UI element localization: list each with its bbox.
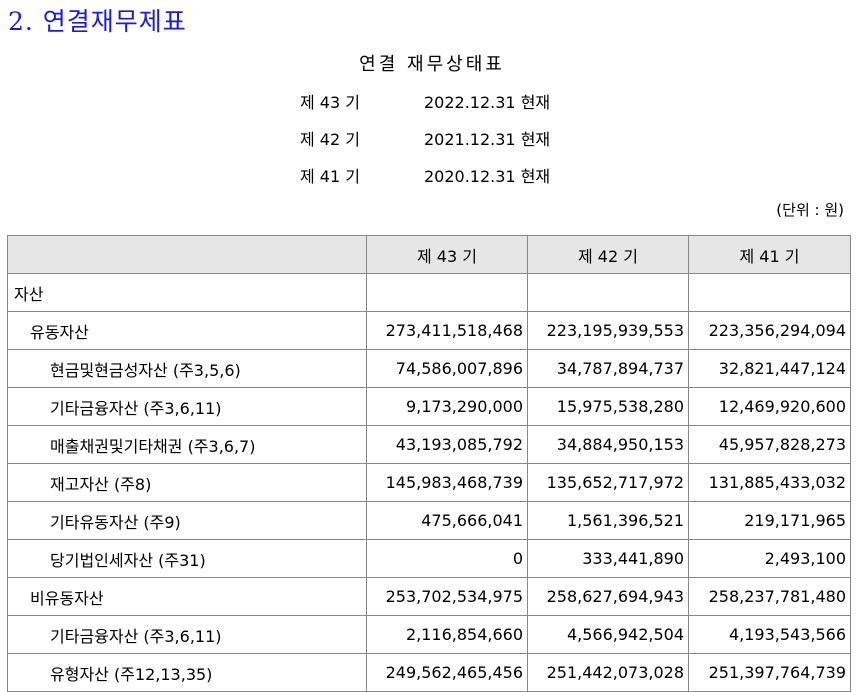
amount-cell: 251,397,764,739 (688, 653, 851, 692)
amount-cell: 145,983,468,739 (366, 463, 528, 502)
amount-cell: 251,442,073,028 (527, 653, 689, 692)
statement-title: 연결 재무상태표 (359, 54, 505, 75)
amount-cell (366, 273, 528, 312)
period-date: 2021.12.31 현재 (424, 130, 551, 149)
amount-cell: 4,566,942,504 (527, 615, 689, 654)
column-header-42: 제 42 기 (527, 235, 689, 274)
amount-cell: 9,173,290,000 (366, 387, 528, 426)
amount-cell: 1,561,396,521 (527, 501, 689, 540)
unit-label: (단위 : 원) (776, 201, 844, 219)
amount-cell: 258,627,694,943 (527, 577, 689, 616)
account-name: 자산 (7, 273, 367, 312)
amount-cell: 4,193,543,566 (688, 615, 851, 654)
table-header-row: 제 43 기 제 42 기 제 41 기 (7, 235, 851, 274)
period-label: 제 42 기 (300, 130, 360, 149)
amount-cell: 34,884,950,153 (527, 425, 689, 464)
amount-cell: 219,171,965 (688, 501, 851, 540)
table-row: 당기법인세자산 (주31) 0 333,441,890 2,493,100 (7, 539, 851, 578)
column-header-43: 제 43 기 (366, 235, 528, 274)
table-body: 자산 유동자산 273,411,518,468 223,195,939,553 223,… (7, 273, 851, 692)
account-name: 비유동자산 (7, 577, 367, 616)
amount-cell: 74,586,007,896 (366, 349, 528, 388)
account-name: 유형자산 (주12,13,35) (7, 653, 367, 692)
amount-cell: 43,193,085,792 (366, 425, 528, 464)
account-name: 매출채권및기타채권 (주3,6,7) (7, 425, 367, 464)
amount-cell: 249,562,465,456 (366, 653, 528, 692)
table-row: 기타유동자산 (주9) 475,666,041 1,561,396,521 219,1… (7, 501, 851, 540)
amount-cell: 333,441,890 (527, 539, 689, 578)
account-name: 기타금융자산 (주3,6,11) (7, 615, 367, 654)
amount-cell: 12,469,920,600 (688, 387, 851, 426)
period-line-43: 제 43 기 2022.12.31 현재 (300, 89, 550, 113)
amount-cell: 0 (366, 539, 528, 578)
period-line-41: 제 41 기 2020.12.31 현재 (300, 163, 550, 187)
account-name: 기타금융자산 (주3,6,11) (7, 387, 367, 426)
amount-cell: 15,975,538,280 (527, 387, 689, 426)
table-row: 기타금융자산 (주3,6,11) 2,116,854,660 4,566,942,5… (7, 615, 851, 654)
amount-cell: 273,411,518,468 (366, 311, 528, 350)
table-row: 재고자산 (주8) 145,983,468,739 135,652,717,972 1… (7, 463, 851, 502)
period-line-42: 제 42 기 2021.12.31 현재 (300, 126, 550, 150)
table-row: 기타금융자산 (주3,6,11) 9,173,290,000 15,975,538,… (7, 387, 851, 426)
table-row: 비유동자산 253,702,534,975 258,627,694,943 258,2… (7, 577, 851, 616)
amount-cell: 258,237,781,480 (688, 577, 851, 616)
amount-cell: 253,702,534,975 (366, 577, 528, 616)
account-name: 유동자산 (7, 311, 367, 350)
column-header-41: 제 41 기 (688, 235, 851, 274)
account-name: 재고자산 (주8) (7, 463, 367, 502)
table-row: 현금및현금성자산 (주3,5,6) 74,586,007,896 34,787,89… (7, 349, 851, 388)
amount-cell: 475,666,041 (366, 501, 528, 540)
amount-cell (527, 273, 689, 312)
period-date: 2020.12.31 현재 (424, 167, 551, 186)
amount-cell: 2,116,854,660 (366, 615, 528, 654)
table-row: 유동자산 273,411,518,468 223,195,939,553 223,35… (7, 311, 851, 350)
amount-cell: 34,787,894,737 (527, 349, 689, 388)
amount-cell: 45,957,828,273 (688, 425, 851, 464)
period-date: 2022.12.31 현재 (424, 93, 551, 112)
amount-cell: 32,821,447,124 (688, 349, 851, 388)
table-row: 유형자산 (주12,13,35) 249,562,465,456 251,442,0… (7, 653, 851, 692)
amount-cell: 131,885,433,032 (688, 463, 851, 502)
account-name: 기타유동자산 (주9) (7, 501, 367, 540)
account-name: 현금및현금성자산 (주3,5,6) (7, 349, 367, 388)
amount-cell: 135,652,717,972 (527, 463, 689, 502)
table-row: 매출채권및기타채권 (주3,6,7) 43,193,085,792 34,884,9… (7, 425, 851, 464)
amount-cell (688, 273, 851, 312)
amount-cell: 223,195,939,553 (527, 311, 689, 350)
column-header-account (7, 235, 367, 274)
amount-cell: 223,356,294,094 (688, 311, 851, 350)
balance-sheet-table: 제 43 기 제 42 기 제 41 기 자산 유동자산 273,411,518,4… (7, 235, 851, 692)
account-name: 당기법인세자산 (주31) (7, 539, 367, 578)
amount-cell: 2,493,100 (688, 539, 851, 578)
table-row: 자산 (7, 273, 851, 312)
period-label: 제 41 기 (300, 167, 360, 186)
period-label: 제 43 기 (300, 93, 360, 112)
section-title: 2. 연결재무제표 (8, 7, 187, 36)
